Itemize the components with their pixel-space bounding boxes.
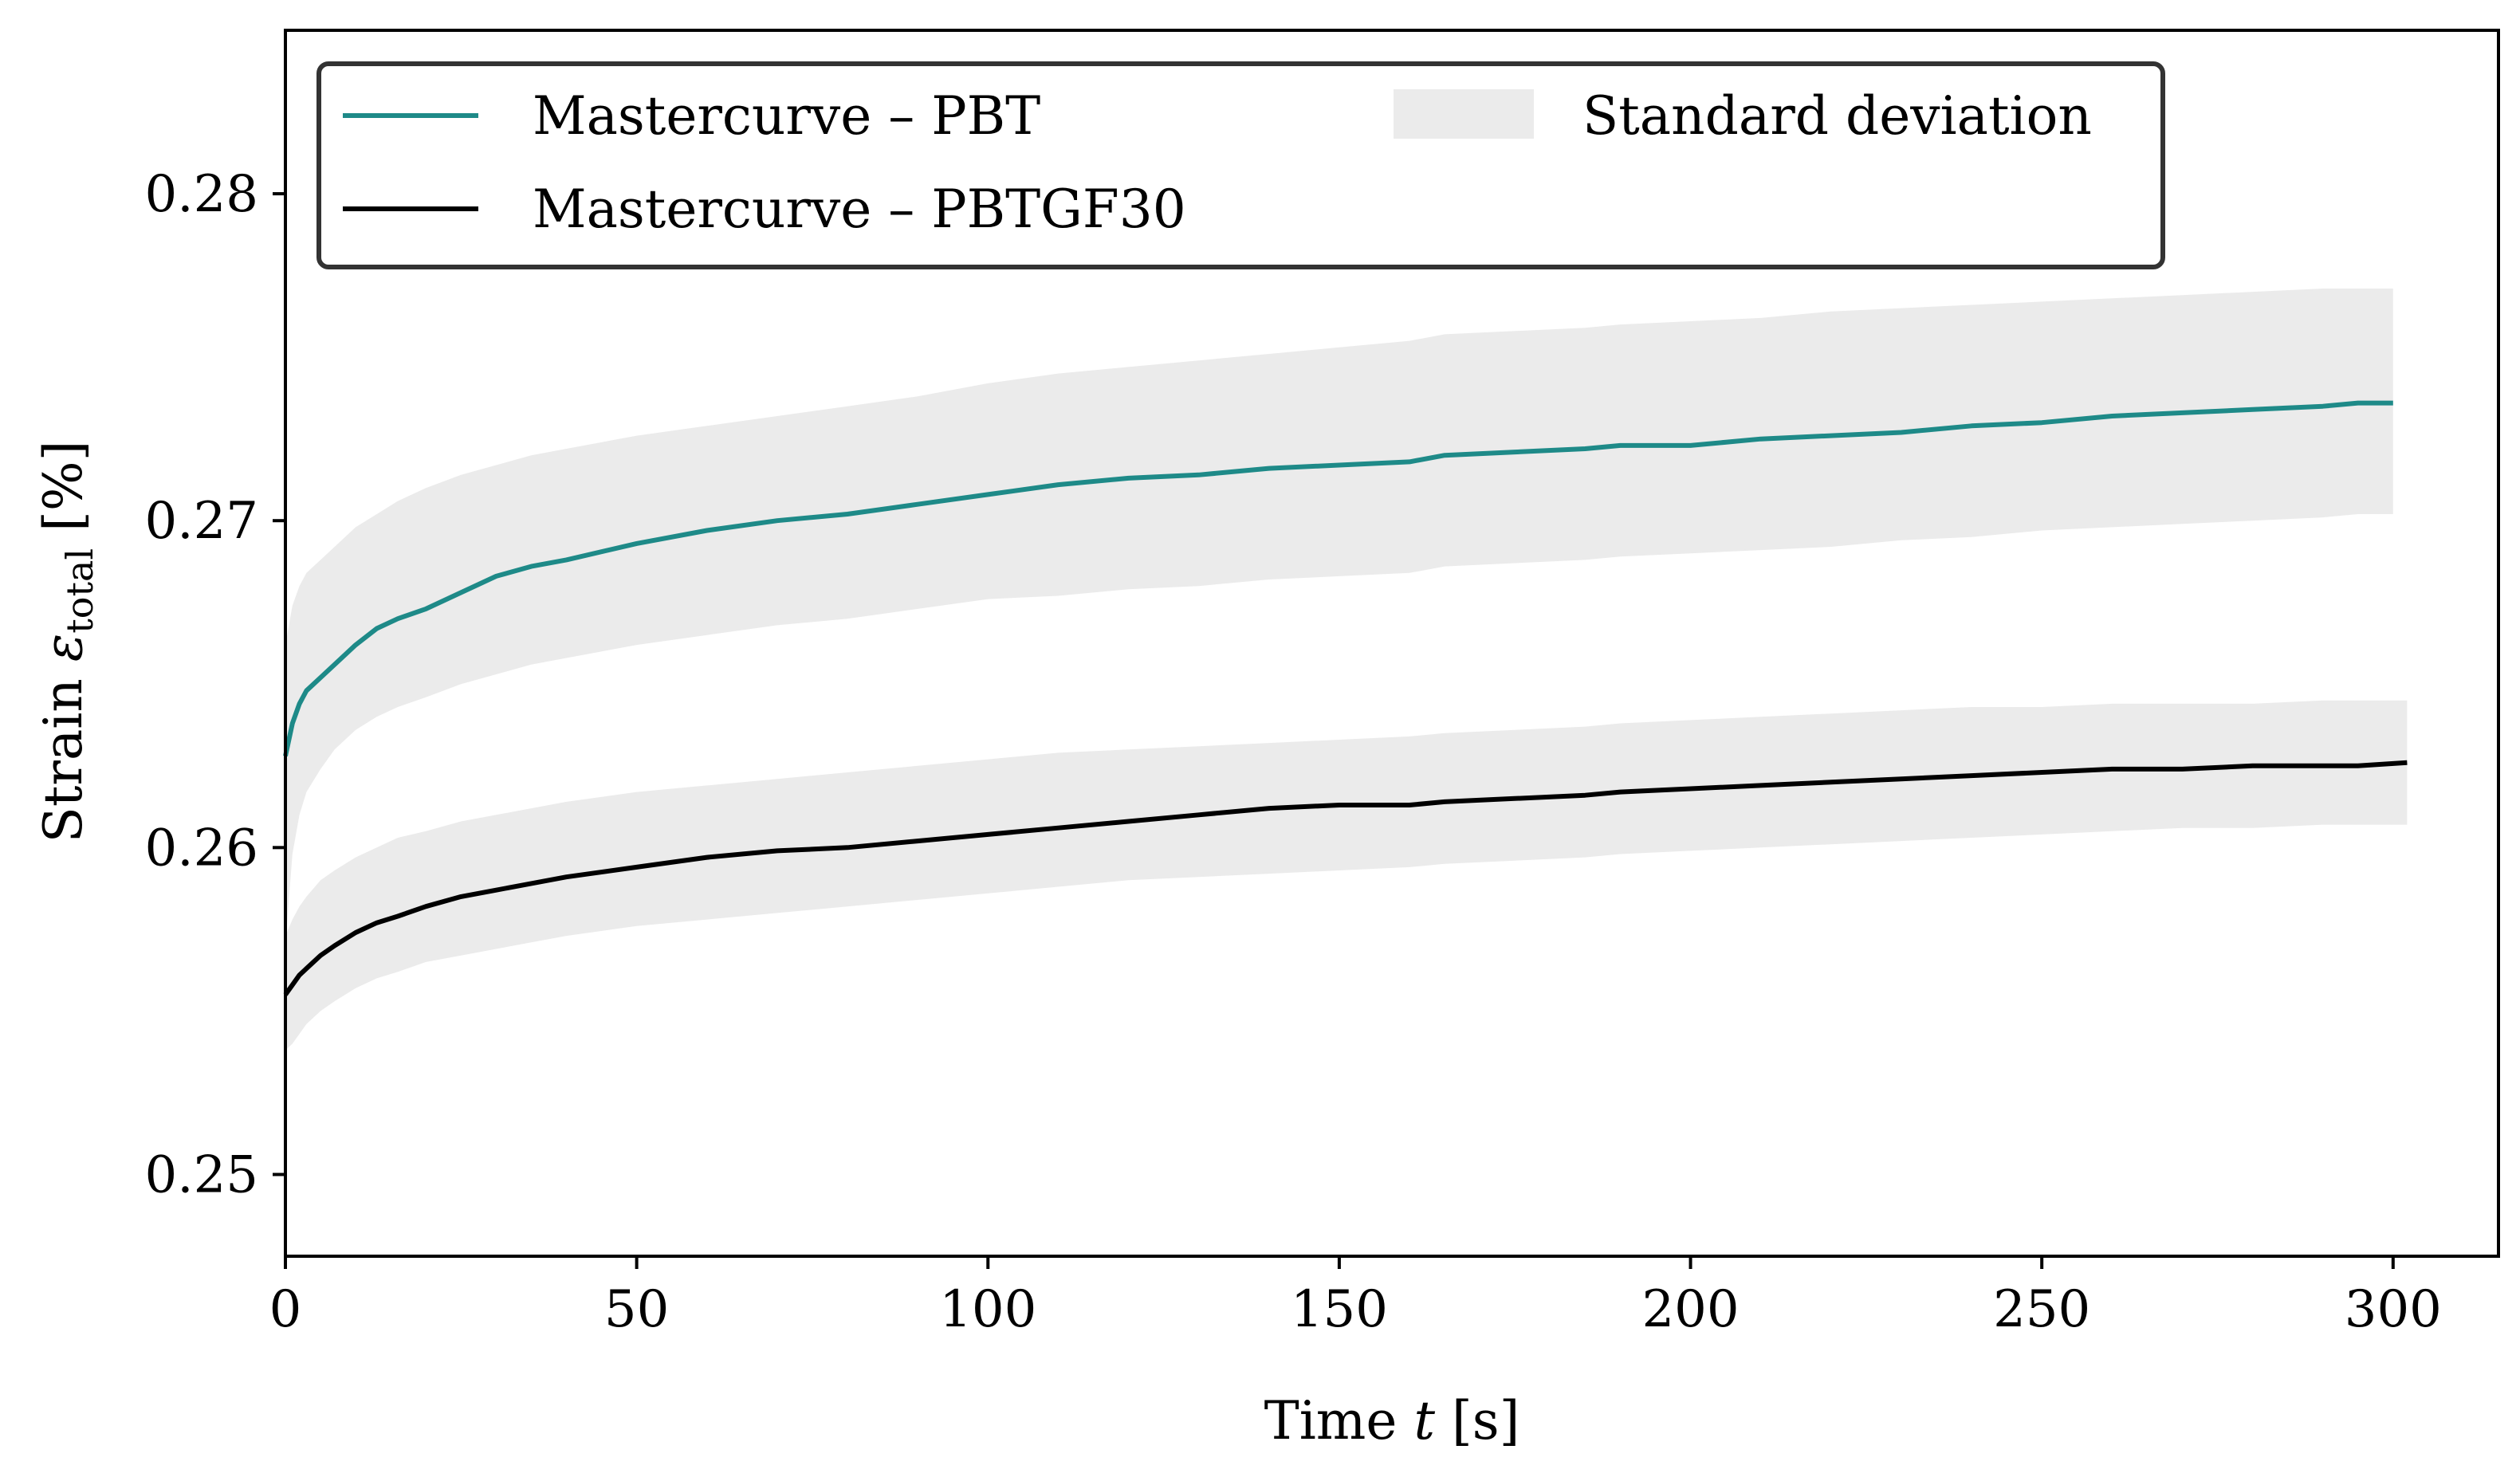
series-line-pbtgf30 (283, 760, 2408, 996)
legend-label-std: Standard deviation (1582, 85, 2092, 147)
x-axis-label-var: t (1413, 1390, 1435, 1451)
axes-frame (284, 29, 2500, 1258)
y-axis-label-part-1: Strain (33, 662, 94, 843)
x-axis-label: Time t [s] (1264, 1390, 1520, 1451)
x-tick-label-0: 0 (269, 1280, 302, 1339)
y-tick-label-0.26: 0.26 (145, 819, 259, 878)
y-tick-label-0.27: 0.27 (145, 492, 259, 551)
x-tick-label-50: 50 (604, 1280, 669, 1339)
x-axis-ticks: 0 50 100 150 200 250 300 (269, 1256, 2442, 1339)
legend-swatch-std (1394, 89, 1534, 139)
series-line-pbt (283, 400, 2393, 757)
legend-label-pbt: Mastercurve – PBT (533, 85, 1040, 147)
series-lines (283, 400, 2408, 996)
x-tick-label-200: 200 (1641, 1280, 1739, 1339)
y-axis-label-subscript: total (58, 548, 101, 634)
x-tick-label-300: 300 (2345, 1280, 2442, 1339)
y-axis-label: Strain εtotal [%] (33, 441, 101, 843)
std-bands (285, 289, 2408, 1051)
y-tick-label-0.28: 0.28 (145, 165, 259, 224)
y-axis-label-var: ε (33, 634, 94, 662)
x-tick-label-250: 250 (1993, 1280, 2090, 1339)
std-band-pbtgf30 (285, 700, 2408, 1051)
legend-label-pbtgf30: Mastercurve – PBTGF30 (533, 179, 1186, 240)
x-axis-label-part-2: [s] (1435, 1390, 1519, 1451)
x-axis-label-part-1: Time (1264, 1390, 1414, 1451)
std-band-pbt (285, 289, 2393, 946)
y-tick-label-0.25: 0.25 (145, 1145, 259, 1204)
y-axis-ticks: 0.25 0.26 0.27 0.28 (145, 165, 285, 1204)
x-tick-label-150: 150 (1291, 1280, 1388, 1339)
legend: Mastercurve – PBT Mastercurve – PBTGF30 … (316, 61, 2165, 269)
x-tick-label-100: 100 (939, 1280, 1036, 1339)
legend-frame (316, 61, 2165, 269)
y-axis-label-part-2: [%] (33, 441, 94, 548)
